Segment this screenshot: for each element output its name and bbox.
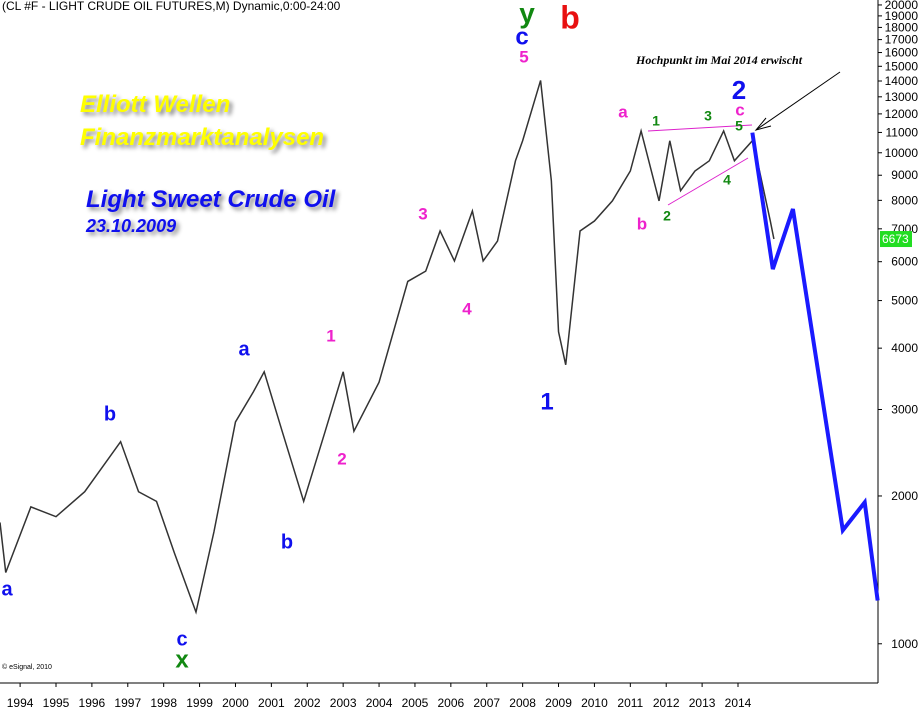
- wave-label: x: [175, 646, 189, 673]
- y-tick-label: 11000: [886, 125, 919, 139]
- x-tick-label: 2012: [653, 696, 680, 710]
- y-tick-label: 3000: [891, 403, 918, 417]
- x-tick-label: 2003: [330, 696, 357, 710]
- x-tick-label: 2004: [366, 696, 393, 710]
- x-tick-label: 1994: [7, 696, 34, 710]
- wave-label: a: [238, 338, 250, 360]
- x-tick-label: 2000: [222, 696, 249, 710]
- wave-label: 4: [723, 172, 731, 188]
- x-tick-label: 2014: [725, 696, 752, 710]
- y-tick-label: 10000: [885, 146, 919, 160]
- y-tick-label: 6000: [891, 255, 918, 269]
- wave-label: 3: [704, 108, 712, 124]
- wave-label: 2: [337, 449, 346, 468]
- wave-label: a: [1, 578, 13, 600]
- wave-label: 5: [519, 47, 528, 66]
- x-tick-label: 2010: [581, 696, 608, 710]
- pattern-line: [667, 157, 749, 206]
- wave-label: b: [637, 214, 647, 233]
- price-line: [0, 80, 775, 615]
- wave-label: c: [735, 100, 744, 119]
- wave-label: a: [618, 102, 628, 121]
- overlay-text: 23.10.2009: [85, 216, 176, 236]
- wave-label: 4: [462, 299, 472, 318]
- last-price-box: [880, 231, 912, 248]
- x-tick-label: 1998: [150, 696, 177, 710]
- wave-label: c: [176, 628, 187, 650]
- wave-label: b: [281, 531, 293, 553]
- wave-label: 1: [540, 388, 553, 415]
- x-tick-label: 2002: [294, 696, 321, 710]
- wave-label: b: [104, 403, 116, 425]
- pattern-line: [647, 124, 753, 132]
- y-tick-label: 19000: [885, 9, 919, 23]
- y-tick-label: 12000: [885, 107, 919, 121]
- x-tick-label: 2009: [545, 696, 572, 710]
- wave-label: y: [519, 0, 535, 28]
- x-tick-label: 1999: [186, 696, 213, 710]
- wave-label: 2: [663, 208, 671, 224]
- y-tick-label: 9000: [891, 168, 918, 182]
- overlay-text: Elliott Wellen: [80, 91, 230, 118]
- y-tick-label: 20000: [885, 0, 919, 12]
- y-tick-label: 1000: [891, 637, 918, 651]
- y-tick-label: 18000: [885, 20, 919, 34]
- x-tick-label: 1995: [43, 696, 70, 710]
- projection-line: [750, 132, 880, 601]
- overlay-text: Finanzmarktanalysen: [80, 124, 324, 151]
- y-tick-label: 14000: [885, 74, 919, 88]
- arrow: [755, 71, 841, 131]
- wave-label: 2: [732, 75, 746, 105]
- y-tick-label: 17000: [885, 33, 919, 47]
- last-price-label: 6673: [882, 232, 909, 246]
- x-tick-label: 2005: [402, 696, 429, 710]
- y-tick-label: 5000: [891, 294, 918, 308]
- wave-label: 1: [652, 113, 660, 129]
- x-tick-label: 1997: [114, 696, 141, 710]
- y-tick-label: 8000: [891, 193, 918, 207]
- overlay-text: Light Sweet Crude Oil: [86, 186, 337, 213]
- x-tick-label: 1996: [79, 696, 106, 710]
- annotation: Hochpunkt im Mai 2014 erwischt: [635, 53, 803, 67]
- wave-label: c: [515, 23, 528, 50]
- x-tick-label: 2008: [509, 696, 536, 710]
- y-tick-label: 4000: [891, 341, 918, 355]
- x-tick-label: 2011: [617, 696, 643, 710]
- x-tick-label: 2001: [258, 696, 285, 710]
- x-tick-label: 2007: [473, 696, 500, 710]
- y-tick-label: 15000: [885, 59, 919, 73]
- source: © eSignal, 2010: [2, 663, 52, 671]
- x-tick-label: 2006: [437, 696, 464, 710]
- x-tick-label: 2013: [689, 696, 716, 710]
- y-tick-label: 13000: [885, 90, 919, 104]
- wave-label: b: [560, 0, 580, 35]
- wave-label: 5: [735, 118, 743, 134]
- arrow-head: [754, 117, 772, 131]
- chart-title: (CL #F - LIGHT CRUDE OIL FUTURES,M) Dyna…: [2, 0, 341, 13]
- wave-label: 3: [418, 204, 427, 223]
- y-tick-label: 2000: [891, 489, 918, 503]
- y-tick-label: 16000: [885, 46, 919, 60]
- wave-label: 1: [326, 326, 335, 345]
